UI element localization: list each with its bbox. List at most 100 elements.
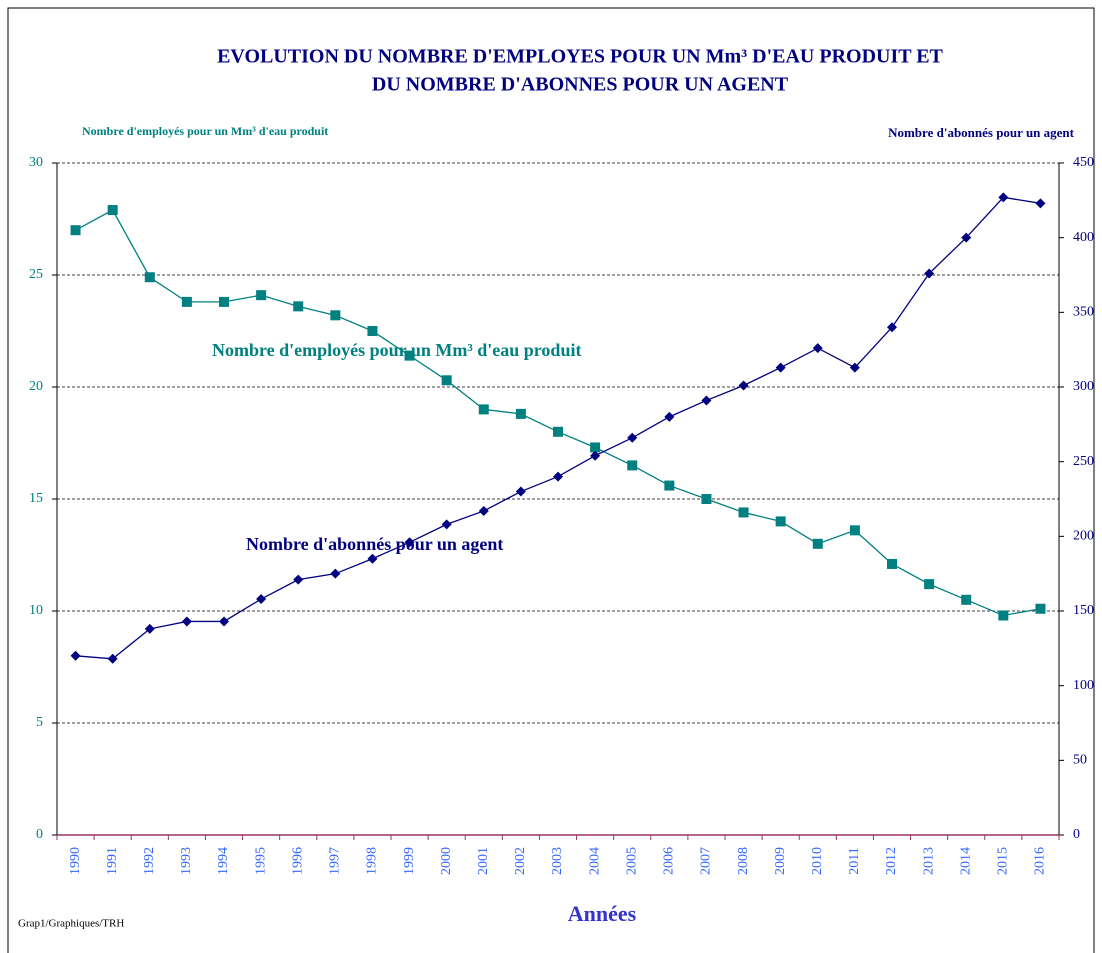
marker: [887, 322, 897, 333]
annotation: Nombre d'abonnés pour un agent: [246, 534, 503, 554]
marker: [961, 232, 972, 243]
x-tick-label: 2013: [921, 847, 936, 875]
marker: [775, 362, 786, 373]
marker: [144, 623, 155, 634]
chart-title: DU NOMBRE D'ABONNES POUR UN AGENT: [372, 74, 789, 96]
marker: [219, 616, 229, 627]
marker: [293, 301, 304, 312]
marker: [701, 494, 712, 504]
marker: [998, 192, 1009, 203]
x-tick-label: 2012: [884, 847, 899, 875]
x-tick-label: 2015: [996, 847, 1011, 875]
marker: [590, 450, 601, 461]
marker: [998, 610, 1009, 621]
marker: [478, 505, 489, 516]
marker: [553, 471, 563, 482]
y2-tick-label: 0: [1073, 827, 1080, 842]
marker: [738, 507, 749, 518]
y-tick-label: 30: [29, 155, 43, 170]
x-tick-label: 2004: [587, 847, 602, 875]
marker: [553, 426, 563, 437]
x-tick-label: 2006: [662, 847, 677, 875]
marker: [478, 404, 489, 415]
y2-tick-label: 450: [1073, 155, 1094, 170]
marker: [181, 296, 192, 307]
marker: [107, 653, 118, 664]
y2-tick-label: 300: [1073, 379, 1094, 394]
x-tick-label: 1997: [328, 847, 343, 875]
y-tick-label: 15: [29, 491, 43, 506]
y-tick-label: 25: [29, 267, 43, 282]
marker: [441, 519, 452, 530]
marker: [515, 408, 526, 419]
marker: [256, 594, 267, 605]
marker: [367, 553, 378, 564]
y-axis-label: Nombre d'employés pour un Mm³ d'eau prod…: [82, 124, 328, 138]
marker: [404, 350, 415, 361]
x-tick-label: 1995: [253, 847, 268, 875]
x-tick-label: 1990: [68, 847, 83, 875]
marker: [924, 268, 935, 279]
marker: [924, 579, 935, 590]
marker: [738, 380, 749, 391]
marker: [590, 442, 601, 453]
x-tick-label: 2007: [699, 847, 714, 875]
y2-tick-label: 100: [1073, 678, 1094, 693]
marker: [887, 558, 897, 569]
marker: [627, 432, 638, 443]
y2-tick-label: 50: [1073, 753, 1087, 768]
y-tick-label: 20: [29, 379, 43, 394]
x-tick-label: 2011: [847, 847, 862, 874]
annotation: Nombre d'employés pour un Mm³ d'eau prod…: [212, 340, 581, 360]
x-tick-label: 2000: [439, 847, 454, 875]
marker: [219, 296, 229, 307]
x-tick-label: 1999: [402, 847, 417, 875]
x-axis-label: Années: [568, 901, 637, 926]
marker: [404, 537, 415, 548]
marker: [441, 375, 452, 386]
x-tick-label: 1992: [142, 847, 157, 875]
marker: [330, 310, 341, 321]
x-tick-label: 2014: [958, 847, 973, 875]
x-tick-label: 1994: [216, 847, 231, 875]
marker: [144, 272, 155, 283]
x-tick-label: 1998: [365, 847, 380, 875]
x-tick-label: 2003: [550, 847, 565, 875]
marker: [293, 574, 304, 585]
marker: [701, 395, 712, 406]
marker: [70, 650, 81, 661]
y2-tick-label: 200: [1073, 529, 1094, 544]
frame: [7, 7, 1095, 953]
y2-tick-label: 250: [1073, 454, 1094, 469]
marker: [849, 525, 860, 536]
marker: [1035, 603, 1046, 614]
x-tick-label: 2009: [773, 847, 788, 875]
x-tick-label: 1993: [179, 847, 194, 875]
marker: [812, 538, 823, 549]
marker: [70, 225, 81, 236]
y-tick-label: 10: [29, 603, 43, 618]
marker: [664, 480, 675, 491]
y2-axis-label: Nombre d'abonnés pour un agent: [888, 125, 1075, 140]
marker: [515, 486, 526, 497]
y-tick-label: 5: [36, 715, 43, 730]
x-tick-label: 2008: [736, 847, 751, 875]
marker: [330, 568, 341, 579]
marker: [775, 516, 786, 527]
x-tick-label: 1996: [290, 847, 305, 875]
marker: [961, 594, 972, 605]
x-tick-label: 2016: [1033, 847, 1048, 875]
marker: [367, 326, 378, 336]
marker: [256, 290, 267, 301]
x-tick-label: 1991: [105, 847, 120, 875]
marker: [664, 411, 675, 422]
x-tick-label: 2002: [513, 847, 528, 875]
x-tick-label: 2010: [810, 847, 825, 875]
y2-tick-label: 400: [1073, 230, 1094, 245]
chart-title: EVOLUTION DU NOMBRE D'EMPLOYES POUR UN M…: [217, 46, 943, 68]
y-tick-label: 0: [36, 827, 43, 842]
y2-tick-label: 150: [1073, 603, 1094, 618]
marker: [181, 616, 192, 627]
series-line: [75, 209, 1041, 617]
